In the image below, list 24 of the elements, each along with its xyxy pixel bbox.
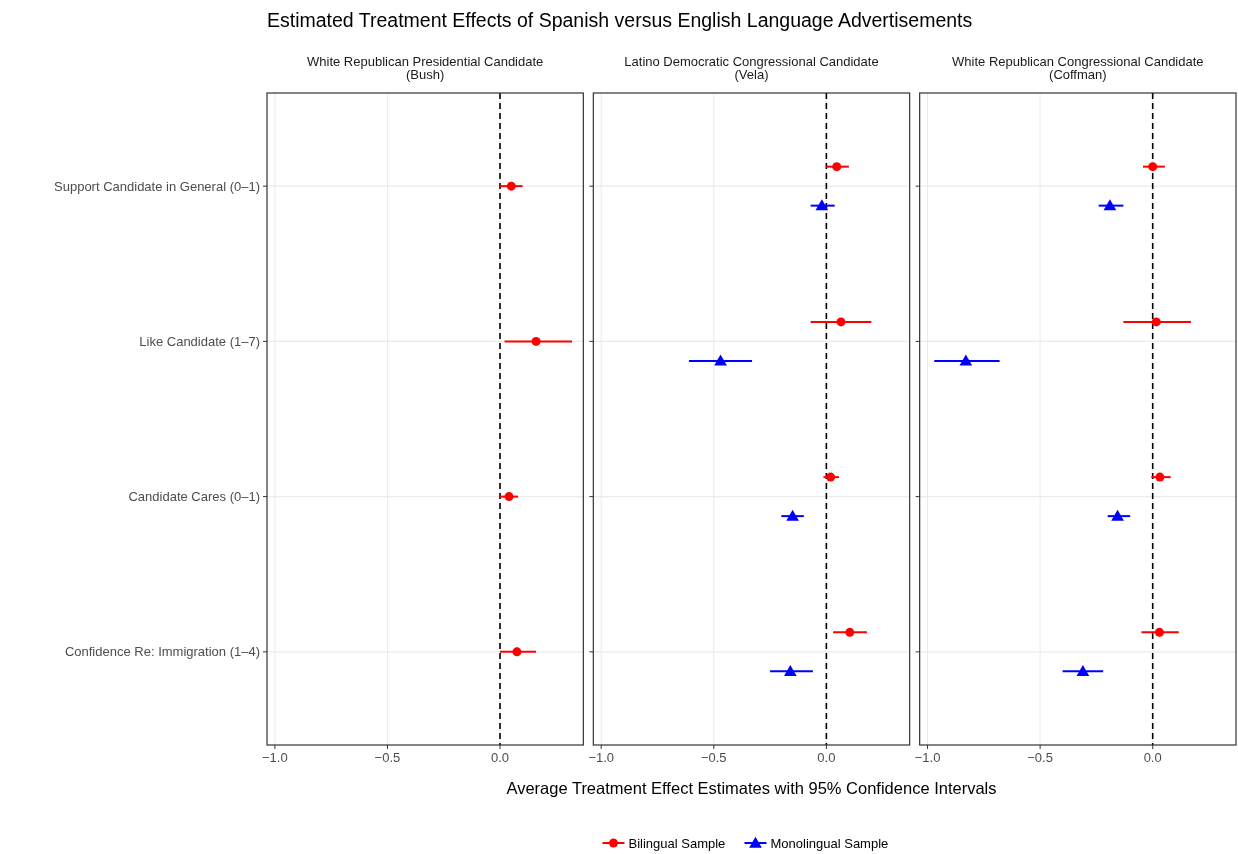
x-tick-label: −0.5 (374, 750, 401, 765)
point (506, 181, 516, 191)
chart-subtitle: Latino Democratic Congressional Candidate (Vela) (624, 54, 879, 82)
x-tick-label: 0.0 (490, 750, 510, 765)
legend-label: Bilingual Sample (628, 835, 726, 851)
chart-title: Estimated Treatment Effects of Spanish versus English Language Advertisements (267, 9, 973, 31)
x-tick-label: 0.0 (817, 750, 836, 765)
point (512, 647, 522, 657)
x-tick-label: −0.5 (700, 750, 727, 765)
x-tick-label: −1.0 (588, 750, 615, 765)
x-tick-label: −1.0 (262, 750, 288, 765)
y-tick-label: Like Candidate (1–7) (139, 333, 260, 349)
legend-label: Monolingual Sample (770, 835, 889, 851)
chart-subtitle: White Republican Congressional Candidate (Coffman) (952, 54, 1204, 82)
y-tick-label: Candidate Cares (0–1) (128, 489, 260, 505)
y-tick-label: Support Candidate in General (0–1) (54, 178, 260, 194)
x-tick-label: −0.5 (1027, 750, 1053, 765)
y-tick-label: Confidence Re: Immigration (1–4) (64, 644, 260, 660)
x-tick-label: −1.0 (914, 750, 941, 765)
x-tick-label: 0.0 (1143, 750, 1162, 765)
point (531, 336, 541, 346)
chart-subtitle: White Republican Presidential Candidate (Bush) (307, 54, 544, 82)
point (504, 492, 514, 502)
x-axis-title: Average Treatment Effect Estimates with 95% Confidence Intervals (506, 779, 997, 797)
